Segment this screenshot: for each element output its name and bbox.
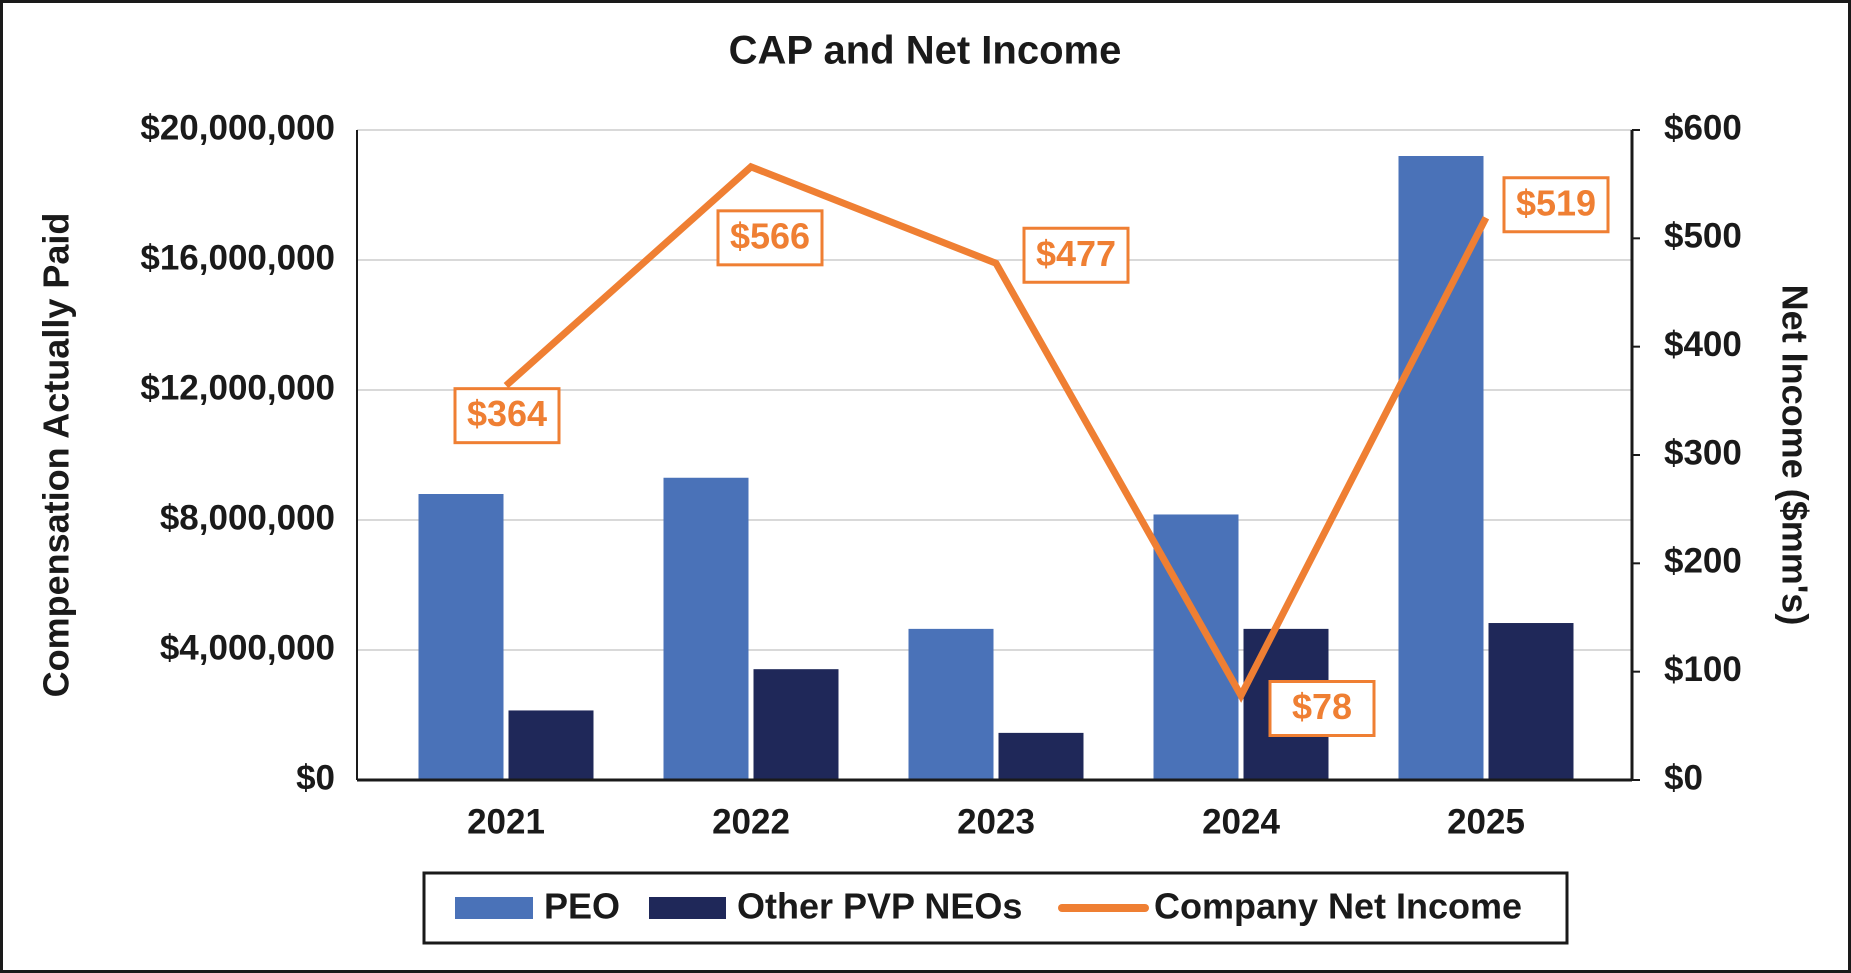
- bar: [1153, 514, 1239, 780]
- y2-tick-label: $400: [1664, 325, 1742, 364]
- legend-swatch: [649, 897, 726, 919]
- y2-tick-label: $500: [1664, 217, 1742, 256]
- y-tick-label: $8,000,000: [160, 498, 335, 537]
- bar: [418, 494, 504, 780]
- legend-label: Company Net Income: [1154, 886, 1522, 927]
- y-axis-title: Compensation Actually Paid: [36, 213, 77, 698]
- y2-tick-label: $300: [1664, 433, 1742, 472]
- value-label: $364: [467, 393, 547, 434]
- bar: [508, 710, 594, 780]
- value-label: $566: [730, 215, 810, 256]
- y-tick-label: $4,000,000: [160, 628, 335, 667]
- x-tick-label: 2021: [467, 802, 545, 841]
- value-label-box: [1502, 176, 1610, 234]
- y-tick-label: $0: [296, 758, 335, 797]
- value-label: $477: [1036, 233, 1116, 274]
- bar: [663, 477, 749, 780]
- value-label-box: [1022, 226, 1130, 284]
- bar: [1488, 623, 1574, 780]
- y2-tick-label: $100: [1664, 650, 1742, 689]
- y2-tick-label: $200: [1664, 542, 1742, 581]
- value-label-box: [453, 387, 561, 445]
- y2-tick-label: $600: [1664, 108, 1742, 147]
- value-label: $519: [1516, 182, 1596, 223]
- x-tick-label: 2025: [1447, 802, 1525, 841]
- x-tick-label: 2023: [957, 802, 1035, 841]
- bar: [998, 732, 1084, 780]
- legend-label: Other PVP NEOs: [737, 886, 1022, 927]
- value-label: $78: [1292, 686, 1352, 727]
- bar: [1398, 156, 1484, 780]
- y-tick-label: $12,000,000: [140, 368, 335, 407]
- bar: [908, 628, 994, 780]
- value-label-box: [716, 209, 824, 267]
- line: [503, 162, 1490, 703]
- bar: [753, 669, 839, 780]
- value-label-box: [1268, 680, 1376, 737]
- y2-axis-title: Net Income ($mm's): [1774, 285, 1815, 626]
- y-tick-label: $20,000,000: [140, 108, 335, 147]
- y2-tick-label: $0: [1664, 758, 1703, 797]
- x-tick-label: 2022: [712, 802, 790, 841]
- x-tick-label: 2024: [1202, 802, 1280, 841]
- legend-swatch: [455, 897, 533, 919]
- legend-label: PEO: [544, 886, 620, 927]
- legend-box: [422, 871, 1569, 945]
- chart-title: CAP and Net Income: [729, 29, 1122, 73]
- y-tick-label: $16,000,000: [140, 238, 335, 277]
